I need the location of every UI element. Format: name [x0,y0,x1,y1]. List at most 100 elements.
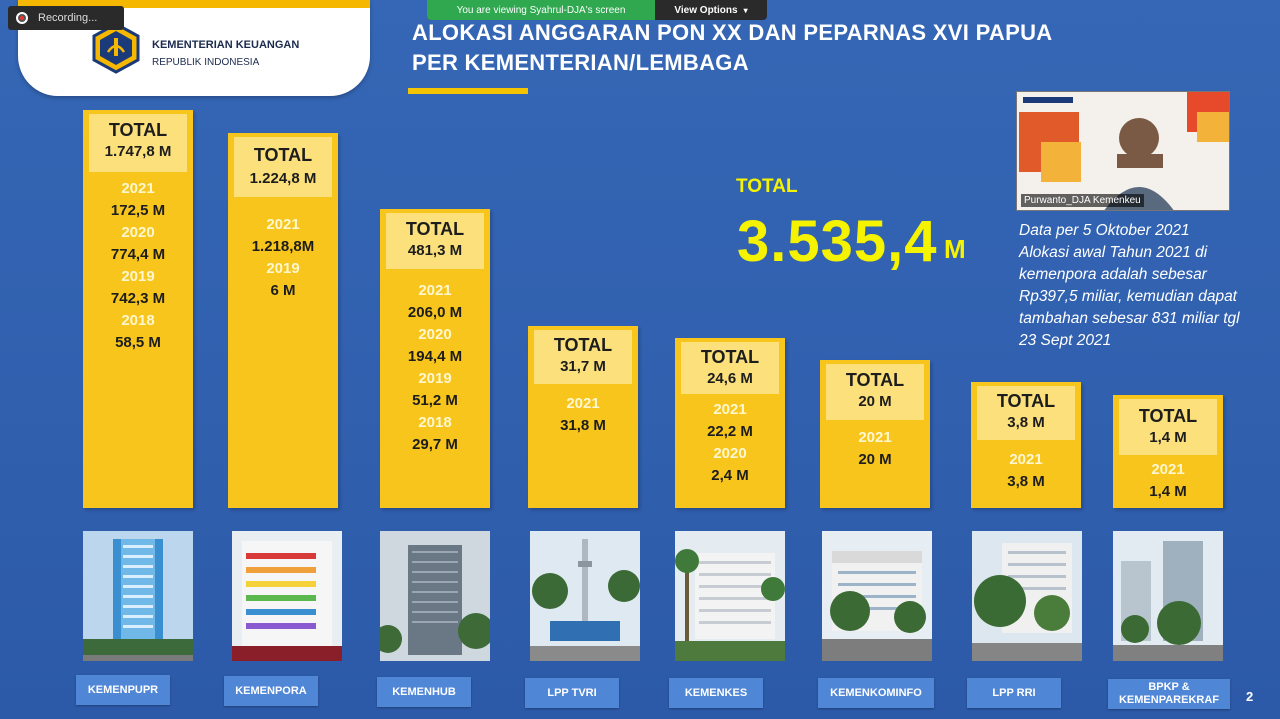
bar-body: 2021 1.218,8M 2019 6 M [228,214,338,302]
bar-head: TOTAL 1.224,8 M [234,137,332,197]
year: 2019 [121,268,155,285]
total-value: 20 M [858,393,892,410]
bpkp-kemenparekraf-building-photo [1113,531,1223,661]
year: 2021 [713,401,747,418]
total-value: 1.747,8 M [104,143,172,160]
grand-total-value: 3.535,4 [737,209,938,274]
bar-head: TOTAL 20 M [826,364,924,420]
total-label: TOTAL [405,219,465,239]
bar-kemenkes: TOTAL 24,6 M 2021 22,2 M 2020 2,4 M [675,338,785,508]
year: 2018 [121,312,155,329]
kemenpora-building-photo [232,531,342,661]
year: 2019 [266,260,300,277]
amount: 774,4 M [110,246,166,263]
total-value: 24,6 M [707,370,753,387]
title-line-1: ALOKASI ANGGARAN PON XX DAN PEPARNAS XVI… [412,20,1053,45]
bar-lpp-rri: TOTAL 3,8 M 2021 3,8 M [971,382,1081,508]
kemenpupr-building-photo [83,531,193,661]
label-kemenpora: KEMENPORA [224,676,318,706]
bar-body: 2021 31,8 M [528,393,638,437]
bar-kemenkominfo: TOTAL 20 M 2021 20 M [820,360,930,508]
amount: 58,5 M [115,334,161,351]
note-line: Rp397,5 miliar, kemudian dapat [1019,288,1237,305]
bar-body: 2021 20 M [820,427,930,471]
amount: 206,0 M [407,304,463,321]
grand-total-label: TOTAL [736,176,798,197]
year: 2021 [1151,461,1185,478]
label-bpkp-kemenparekraf: BPKP & KEMENPAREKRAF [1108,679,1230,709]
recording-label: Recording... [38,12,98,24]
year: 2021 [1009,451,1043,468]
year: 2021 [266,216,300,233]
kemenhub-building-photo [380,531,490,661]
note-line: tambahan sebesar 831 miliar tgl [1019,310,1240,327]
recording-indicator[interactable]: Recording... [8,6,124,30]
total-label: TOTAL [108,120,168,140]
bar-head: TOTAL 31,7 M [534,330,632,384]
total-value: 31,7 M [560,358,606,375]
total-value: 1,4 M [1149,429,1187,446]
amount: 31,8 M [560,417,606,434]
view-options-button[interactable]: View Options ▾ [655,0,767,20]
note-line: Alokasi awal Tahun 2021 di [1019,244,1208,261]
lpp-rri-building-photo [972,531,1082,661]
note-text: Data per 5 Oktober 2021 Alokasi awal Tah… [1019,220,1277,352]
bar-head: TOTAL 3,8 M [977,386,1075,440]
org-subtitle: REPUBLIK INDONESIA [152,57,260,68]
amount: 172,5 M [110,202,166,219]
bar-kemenpupr: TOTAL 1.747,8 M 2021 172,5 M 2020 774,4 … [83,110,193,508]
bar-body: 2021 22,2 M 2020 2,4 M [675,399,785,487]
record-icon [16,12,28,24]
label-kemenhub: KEMENHUB [377,677,471,707]
total-value: 481,3 M [407,242,463,259]
total-label: TOTAL [996,391,1056,411]
bar-head: TOTAL 481,3 M [386,213,484,269]
total-label: TOTAL [1138,406,1198,426]
participant-video-tile[interactable]: Purwanto_DJA Kemenkeu [1016,91,1230,211]
bar-bpkp-kemenparekraf: TOTAL 1,4 M 2021 1,4 M [1113,395,1223,508]
year: 2020 [121,224,155,241]
year: 2018 [418,414,452,431]
viewing-label: You are viewing Syahrul-DJA's screen [427,0,655,20]
lpp-tvri-building-photo [530,531,640,661]
title-underline [408,88,528,94]
amount: 3,8 M [1007,473,1045,490]
year: 2021 [566,395,600,412]
total-value: 3,8 M [1007,414,1045,431]
bar-body: 2021 172,5 M 2020 774,4 M 2019 742,3 M 2… [83,178,193,354]
total-label: TOTAL [253,145,313,165]
note-line: Data per 5 Oktober 2021 [1019,222,1190,239]
bar-body: 2021 1,4 M [1113,459,1223,503]
amount: 194,4 M [407,348,463,365]
page-number: 2 [1246,689,1254,704]
bar-kemenhub: TOTAL 481,3 M 2021 206,0 M 2020 194,4 M … [380,209,490,508]
label-kemenkominfo: KEMENKOMINFO [818,678,934,708]
total-label: TOTAL [700,347,760,367]
label-lpp-rri: LPP RRI [967,678,1061,708]
chevron-down-icon: ▾ [743,5,748,15]
grand-total-unit: M [944,234,966,264]
screen-share-bar: You are viewing Syahrul-DJA's screen Vie… [427,0,767,20]
kemenkeu-emblem-icon [92,22,140,74]
bar-head: TOTAL 24,6 M [681,342,779,394]
kemenkes-building-photo [675,531,785,661]
label-kemenpupr: KEMENPUPR [76,675,170,705]
total-label: TOTAL [845,370,905,390]
bar-lpp-tvri: TOTAL 31,7 M 2021 31,8 M [528,326,638,508]
total-value: 1.224,8 M [249,170,317,187]
year: 2021 [418,282,452,299]
org-name: KEMENTERIAN KEUANGAN [152,39,300,51]
label-lpp-tvri: LPP TVRI [525,678,619,708]
label-kemenkes: KEMENKES [669,678,763,708]
slide-title: ALOKASI ANGGARAN PON XX DAN PEPARNAS XVI… [412,18,1052,78]
participant-name: Purwanto_DJA Kemenkeu [1021,194,1144,207]
logo-card: KEMENTERIAN KEUANGAN REPUBLIK INDONESIA [18,0,370,96]
bar-head: TOTAL 1,4 M [1119,399,1217,455]
bar-body: 2021 3,8 M [971,449,1081,493]
amount: 742,3 M [110,290,166,307]
title-line-2: PER KEMENTERIAN/LEMBAGA [412,50,749,75]
amount: 20 M [858,451,892,468]
note-line: 23 Sept 2021 [1019,332,1112,349]
total-label: TOTAL [553,335,613,355]
year: 2020 [713,445,747,462]
